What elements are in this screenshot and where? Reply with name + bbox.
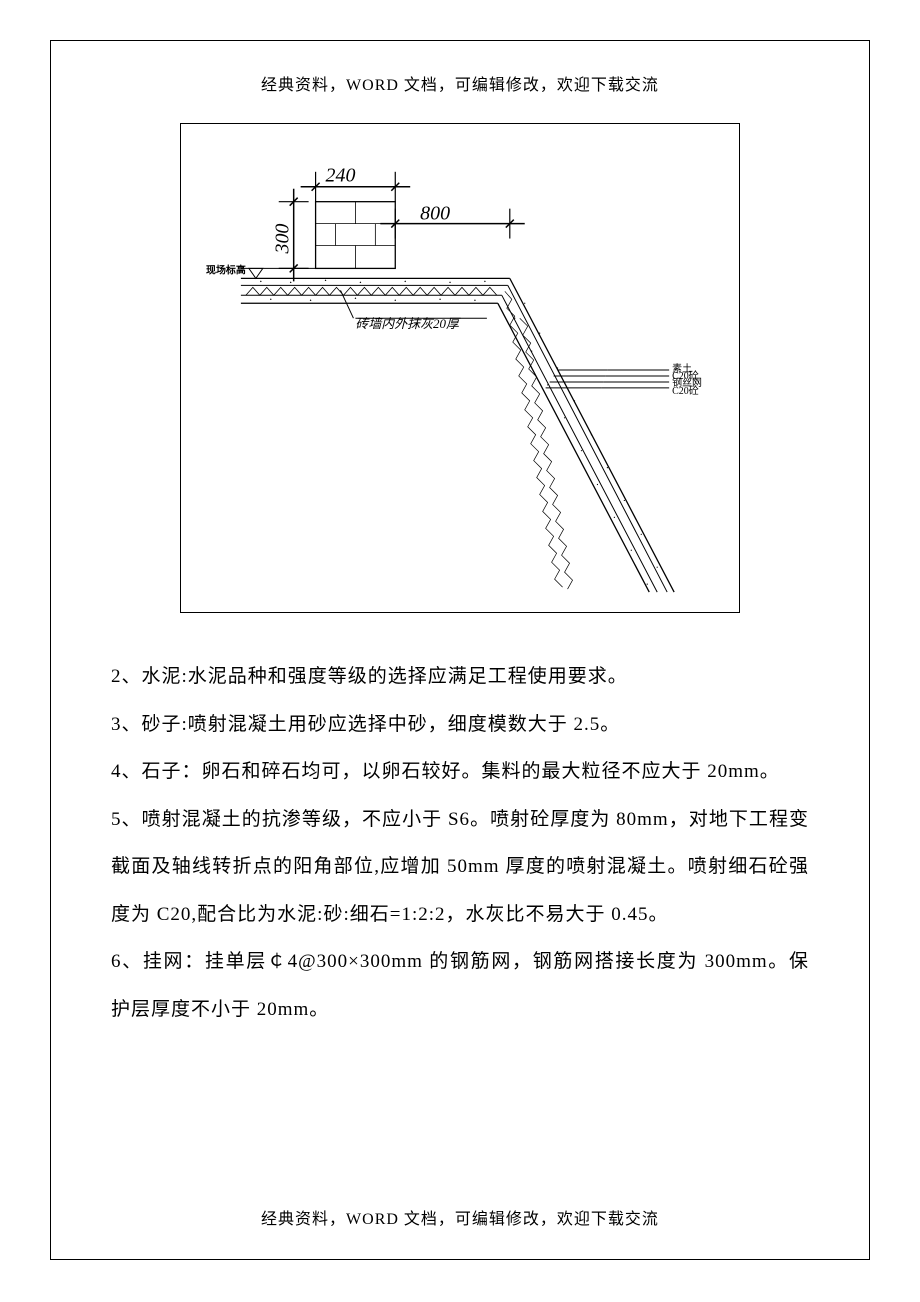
paragraph-5: 5、喷射混凝土的抗渗等级，不应小于 S6。喷射砼厚度为 80mm，对地下工程变截… [111, 796, 809, 939]
dim-300: 300 [272, 224, 294, 255]
body-text: 2、水泥:水泥品种和强度等级的选择应满足工程使用要求。 3、砂子:喷射混凝土用砂… [111, 653, 809, 1033]
dim-240: 240 [326, 165, 356, 187]
page-header: 经典资料，WORD 文档，可编辑修改，欢迎下载交流 [111, 71, 809, 95]
label-elevation: 现场标高 [206, 263, 246, 276]
page-border: 经典资料，WORD 文档，可编辑修改，欢迎下载交流 240 300 800 [50, 40, 870, 1260]
paragraph-2: 2、水泥:水泥品种和强度等级的选择应满足工程使用要求。 [111, 653, 809, 701]
label-layer-4: C20砼 [672, 384, 699, 397]
engineering-diagram: 240 300 800 现场标高 [180, 123, 740, 613]
diagram-svg: 240 300 800 现场标高 [181, 124, 739, 612]
paragraph-4: 4、石子：卵石和碎石均可，以卵石较好。集料的最大粒径不应大于 20mm。 [111, 748, 809, 796]
dim-800: 800 [420, 203, 450, 225]
page-footer: 经典资料，WORD 文档，可编辑修改，欢迎下载交流 [51, 1205, 869, 1229]
paragraph-6: 6、挂网：挂单层￠4@300×300mm 的钢筋网，钢筋网搭接长度为 300mm… [111, 938, 809, 1033]
paragraph-3: 3、砂子:喷射混凝土用砂应选择中砂，细度模数大于 2.5。 [111, 701, 809, 749]
